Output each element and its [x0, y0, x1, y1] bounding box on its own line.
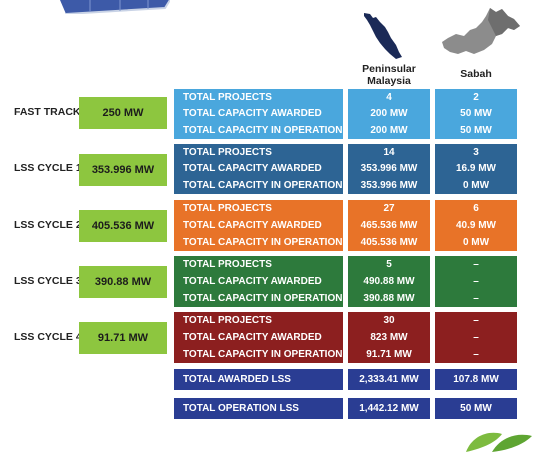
value-cell: 353.996 MW [360, 180, 418, 192]
value-cell: 5 [386, 259, 392, 270]
value-cell: – [473, 332, 479, 343]
value-cell: 50 MW [460, 108, 492, 120]
metric-label: TOTAL PROJECTS [183, 91, 272, 103]
total-operation-label: TOTAL OPERATION LSS [174, 398, 343, 419]
metric-labels-lss-cycle-1: TOTAL PROJECTS TOTAL CAPACITY AWARDED TO… [174, 144, 343, 194]
solar-panel-icon [60, 0, 170, 14]
sabah-values-lss-cycle-3: – – – [435, 256, 517, 307]
value-cell: 3 [473, 146, 479, 158]
metric-label: TOTAL CAPACITY AWARDED [183, 220, 322, 231]
stage-label-lss-cycle-2: LSS CYCLE 2 [14, 219, 82, 231]
stage-label-fast-track: FAST TRACK [14, 106, 81, 118]
metric-label: TOTAL PROJECTS [183, 203, 272, 214]
sabah-values-lss-cycle-1: 3 16.9 MW 0 MW [435, 144, 517, 194]
value-cell: – [473, 315, 479, 326]
capacity-badge-fast-track: 250 MW [79, 97, 167, 129]
value-cell: 390.88 MW [363, 293, 415, 304]
value-cell: 40.9 MW [455, 220, 496, 231]
value-cell: 27 [383, 203, 395, 214]
value-cell: 4 [386, 91, 392, 103]
capacity-badge-lss-cycle-1: 353.996 MW [79, 154, 167, 186]
value-cell: 14 [383, 146, 395, 158]
peninsular-header-line1: Peninsular [362, 63, 416, 75]
peninsular-values-lss-cycle-3: 5 490.88 MW 390.88 MW [348, 256, 430, 307]
value-cell: 353.996 MW [360, 163, 418, 175]
value-cell: 490.88 MW [363, 276, 415, 287]
metric-label: TOTAL CAPACITY IN OPERATION [183, 125, 343, 137]
peninsular-values-fast-track: 4 200 MW 200 MW [348, 89, 430, 139]
sabah-map-icon [442, 8, 520, 54]
leaf-icon [466, 432, 532, 452]
value-cell: 6 [473, 203, 479, 214]
value-cell: 200 MW [370, 125, 408, 137]
value-cell: 30 [383, 315, 395, 326]
peninsular-values-lss-cycle-2: 27 465.536 MW 405.536 MW [348, 200, 430, 251]
total-operation-sabah: 50 MW [435, 398, 517, 419]
total-operation-peninsular: 1,442.12 MW [348, 398, 430, 419]
total-awarded-peninsular: 2,333.41 MW [348, 369, 430, 390]
sabah-values-fast-track: 2 50 MW 50 MW [435, 89, 517, 139]
stage-label-lss-cycle-4: LSS CYCLE 4 [14, 331, 82, 343]
metric-label: TOTAL CAPACITY IN OPERATION [183, 293, 343, 304]
value-cell: 200 MW [370, 108, 408, 120]
sabah-header: Sabah [460, 68, 492, 80]
metric-label: TOTAL CAPACITY IN OPERATION [183, 180, 343, 192]
value-cell: 0 MW [462, 180, 490, 192]
sabah-values-lss-cycle-2: 6 40.9 MW 0 MW [435, 200, 517, 251]
peninsular-header-line2: Malaysia [367, 75, 411, 87]
metric-label: TOTAL PROJECTS [183, 315, 272, 326]
total-awarded-label: TOTAL AWARDED LSS [174, 369, 343, 390]
peninsular-values-lss-cycle-4: 30 823 MW 91.71 MW [348, 312, 430, 363]
metric-label: TOTAL CAPACITY AWARDED [183, 332, 322, 343]
peninsular-malaysia-header: Peninsular Malaysia [350, 63, 428, 87]
capacity-badge-lss-cycle-2: 405.536 MW [79, 210, 167, 242]
value-cell: 2 [473, 91, 479, 103]
metric-label: TOTAL CAPACITY AWARDED [183, 163, 322, 175]
value-cell: – [473, 259, 479, 270]
peninsular-values-lss-cycle-1: 14 353.996 MW 353.996 MW [348, 144, 430, 194]
metric-label: TOTAL PROJECTS [183, 146, 272, 158]
value-cell: – [473, 293, 479, 304]
value-cell: 0 MW [462, 237, 490, 248]
value-cell: – [473, 276, 479, 287]
stage-label-lss-cycle-1: LSS CYCLE 1 [14, 162, 82, 174]
value-cell: 50 MW [460, 125, 492, 137]
metric-label: TOTAL CAPACITY IN OPERATION [183, 237, 343, 248]
capacity-badge-lss-cycle-4: 91.71 MW [79, 322, 167, 354]
metric-labels-fast-track: TOTAL PROJECTS TOTAL CAPACITY AWARDED TO… [174, 89, 343, 139]
total-awarded-sabah: 107.8 MW [435, 369, 517, 390]
metric-label: TOTAL CAPACITY AWARDED [183, 276, 322, 287]
metric-label: TOTAL PROJECTS [183, 259, 272, 270]
stage-label-lss-cycle-3: LSS CYCLE 3 [14, 275, 82, 287]
metric-labels-lss-cycle-3: TOTAL PROJECTS TOTAL CAPACITY AWARDED TO… [174, 256, 343, 307]
metric-labels-lss-cycle-4: TOTAL PROJECTS TOTAL CAPACITY AWARDED TO… [174, 312, 343, 363]
sabah-values-lss-cycle-4: – – – [435, 312, 517, 363]
value-cell: 16.9 MW [455, 163, 496, 175]
value-cell: 405.536 MW [360, 237, 418, 248]
metric-label: TOTAL CAPACITY AWARDED [183, 108, 322, 120]
value-cell: 465.536 MW [360, 220, 418, 231]
value-cell: 91.71 MW [366, 349, 412, 360]
metric-label: TOTAL CAPACITY IN OPERATION [183, 349, 343, 360]
value-cell: – [473, 349, 479, 360]
capacity-badge-lss-cycle-3: 390.88 MW [79, 266, 167, 298]
peninsular-malaysia-map-icon [364, 13, 402, 59]
metric-labels-lss-cycle-2: TOTAL PROJECTS TOTAL CAPACITY AWARDED TO… [174, 200, 343, 251]
value-cell: 823 MW [370, 332, 408, 343]
